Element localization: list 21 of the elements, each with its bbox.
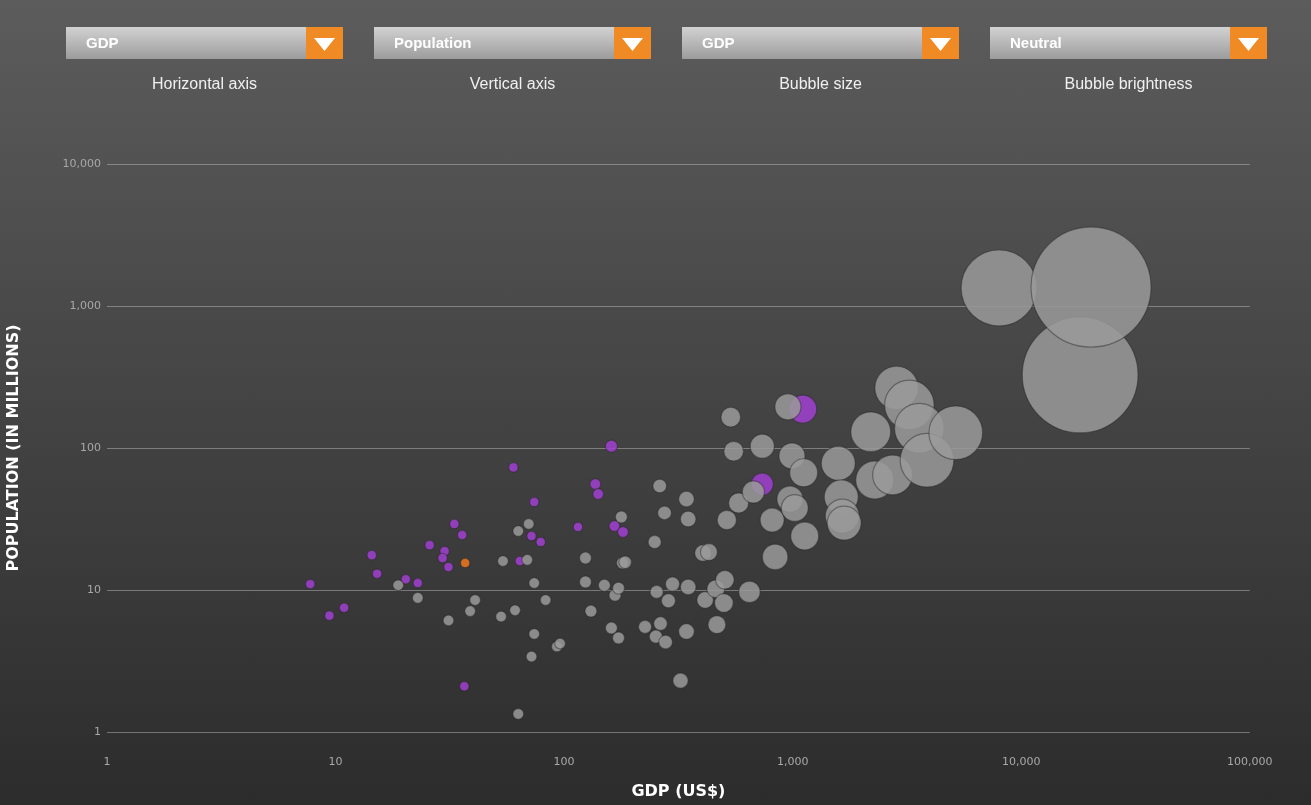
y-tick-label: 1,000 bbox=[69, 298, 101, 312]
text: Vertical axis bbox=[468, 75, 557, 93]
text: Neutral bbox=[990, 27, 1267, 59]
text: GDP bbox=[682, 27, 959, 59]
text: Horizontal axis bbox=[151, 75, 258, 93]
y-tick-label: 1 bbox=[94, 724, 101, 738]
x-axis-title: GDP (US$) bbox=[631, 780, 726, 800]
y-tick-label: 100 bbox=[80, 440, 101, 454]
x-tick-label: 100,000 bbox=[1227, 755, 1273, 769]
y-axis-title: POPULATION (IN MILLIONS) bbox=[2, 324, 22, 572]
x-tick-label: 10 bbox=[328, 755, 343, 769]
y-tick-label: 10 bbox=[87, 582, 101, 596]
x-tick-label: 1,000 bbox=[776, 755, 809, 769]
x-tick-label: 100 bbox=[553, 755, 575, 769]
y-tick-label: 10,000 bbox=[62, 156, 101, 170]
text: Population bbox=[374, 27, 651, 59]
text: Bubble brightness bbox=[1063, 75, 1194, 93]
text: Bubble size bbox=[778, 75, 863, 93]
x-tick-label: 10,000 bbox=[1001, 755, 1041, 769]
x-tick-label: 1 bbox=[103, 755, 111, 769]
text: GDP bbox=[66, 27, 343, 59]
